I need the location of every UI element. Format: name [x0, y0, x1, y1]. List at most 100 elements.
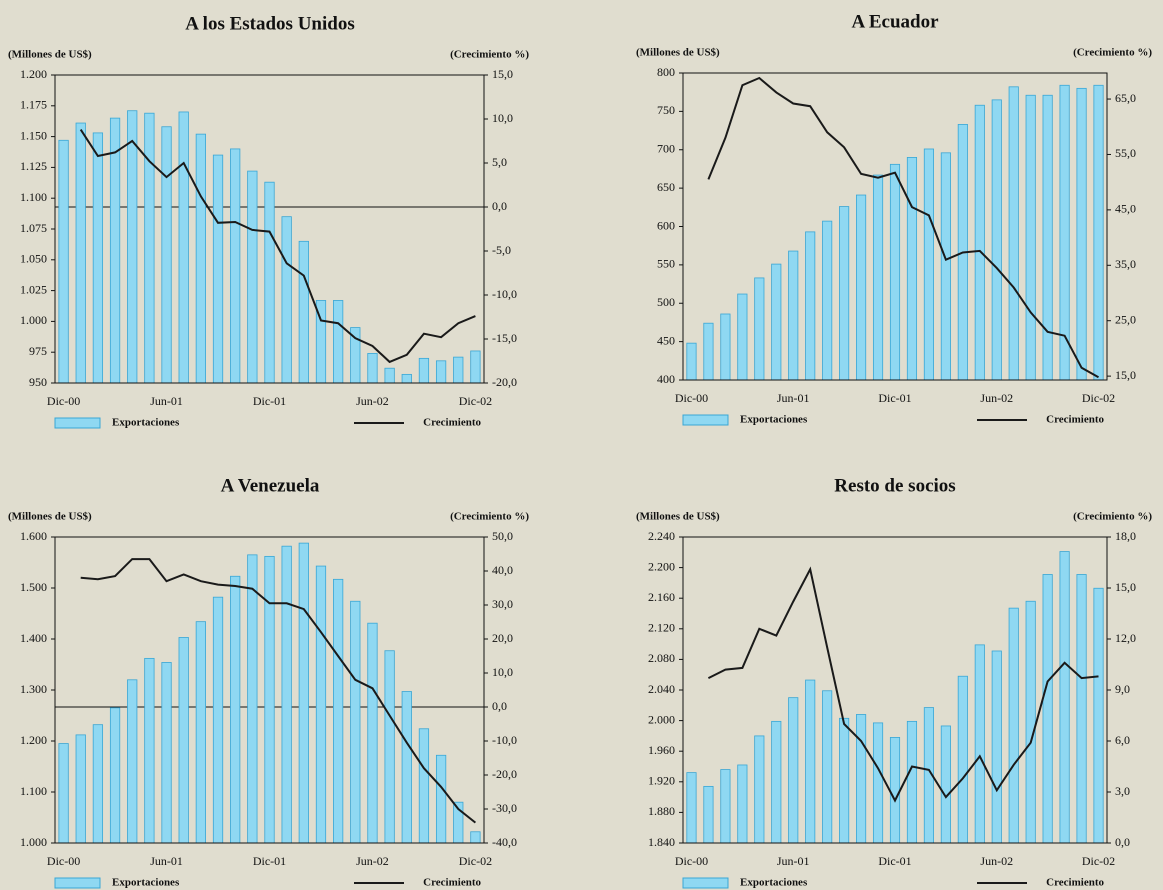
chart-title: A Venezuela	[221, 475, 320, 496]
y-tick-label: 1.880	[648, 804, 675, 818]
bar	[754, 735, 765, 844]
y-tick-label: 2.160	[648, 590, 675, 604]
y2-tick-label: 15,0	[492, 67, 513, 81]
y-tick-label: 1.025	[20, 282, 47, 296]
bar	[737, 764, 748, 844]
plot-frame	[682, 72, 1108, 381]
bar	[230, 148, 241, 384]
bar	[333, 578, 344, 844]
bar	[991, 99, 1002, 381]
bar	[1059, 551, 1070, 844]
y2-tick-label: -20,0	[492, 375, 517, 389]
y-tick-label: 2.240	[648, 529, 675, 543]
x-tick-label: Dic-01	[253, 394, 286, 408]
bar	[127, 110, 138, 384]
legend-label: Crecimiento	[423, 417, 481, 429]
y-tick-label: 450	[657, 333, 675, 347]
y-tick-label: 2.040	[648, 682, 675, 696]
bar	[720, 769, 731, 844]
x-tick-label: Dic-02	[459, 854, 492, 868]
bar	[720, 313, 731, 381]
y2-tick-label: 35,0	[1115, 257, 1136, 271]
x-tick-label: Jun-02	[356, 394, 389, 408]
x-tick-label: Jun-02	[980, 854, 1013, 868]
bar	[991, 650, 1002, 844]
bar	[247, 554, 258, 844]
x-tick-label: Dic-00	[675, 854, 708, 868]
y-tick-label: 550	[657, 257, 675, 271]
bar	[788, 697, 799, 844]
bar	[384, 650, 395, 844]
y2-tick-label: 0,0	[1115, 835, 1130, 849]
bar	[109, 117, 121, 384]
y-tick-label: 1.400	[20, 631, 47, 645]
bar	[161, 126, 172, 384]
bar	[889, 737, 901, 844]
x-tick-label: Dic-02	[459, 394, 492, 408]
y2-axis-label: (Crecimiento %)	[450, 511, 529, 523]
legend-swatch	[682, 414, 729, 426]
legend-label: Exportaciones	[740, 877, 808, 889]
bar	[686, 772, 697, 844]
bar	[470, 350, 481, 384]
bar	[58, 139, 69, 384]
y-tick-label: 600	[657, 218, 675, 232]
bar	[856, 714, 867, 844]
y2-axis-label: (Crecimiento %)	[450, 49, 529, 61]
y2-tick-label: 10,0	[492, 665, 513, 679]
y-tick-label: 750	[657, 103, 675, 117]
y2-tick-label: 0,0	[492, 699, 507, 713]
y-tick-label: 950	[29, 375, 47, 389]
bar	[1025, 94, 1036, 381]
y-axis-label: (Millones de US$)	[8, 49, 92, 61]
y-tick-label: 1.150	[20, 128, 47, 142]
y2-tick-label: 18,0	[1115, 529, 1136, 543]
bar	[92, 132, 104, 384]
y2-tick-label: -20,0	[492, 767, 517, 781]
legend-label: Crecimiento	[1046, 877, 1104, 889]
bar	[974, 104, 985, 381]
bar	[1076, 87, 1087, 381]
bar	[822, 220, 833, 381]
bar	[195, 133, 206, 384]
y-tick-label: 400	[657, 372, 675, 386]
bar	[58, 743, 69, 844]
bar	[212, 154, 224, 384]
y-tick-label: 500	[657, 295, 675, 309]
x-tick-label: Jun-01	[150, 854, 183, 868]
y-axis-label: (Millones de US$)	[8, 511, 92, 523]
y2-tick-label: 20,0	[492, 631, 513, 645]
bar	[470, 831, 481, 844]
bar	[1076, 574, 1087, 844]
bar	[212, 596, 224, 844]
bar	[401, 373, 412, 384]
bar	[940, 152, 951, 381]
bar	[974, 644, 985, 844]
y2-tick-label: 25,0	[1115, 312, 1136, 326]
x-tick-label: Jun-01	[777, 391, 810, 405]
bar	[788, 250, 799, 381]
y-tick-label: 1.500	[20, 580, 47, 594]
bar	[298, 542, 309, 844]
y-tick-label: 800	[657, 65, 675, 79]
bar	[771, 263, 782, 381]
bar	[1093, 84, 1104, 381]
y-tick-label: 1.840	[648, 835, 675, 849]
plot-frame	[54, 74, 485, 384]
y-tick-label: 700	[657, 142, 675, 156]
bar	[109, 707, 121, 844]
bar	[367, 622, 378, 844]
x-tick-label: Dic-01	[878, 391, 911, 405]
y2-tick-label: 15,0	[1115, 368, 1136, 382]
bar	[923, 148, 934, 381]
bar	[906, 157, 918, 381]
bar	[686, 342, 697, 381]
y-tick-label: 1.075	[20, 221, 47, 235]
x-tick-label: Dic-01	[253, 854, 286, 868]
bar	[298, 240, 309, 384]
plot-frame	[682, 536, 1108, 844]
bar	[1008, 86, 1019, 381]
bar	[453, 356, 464, 384]
